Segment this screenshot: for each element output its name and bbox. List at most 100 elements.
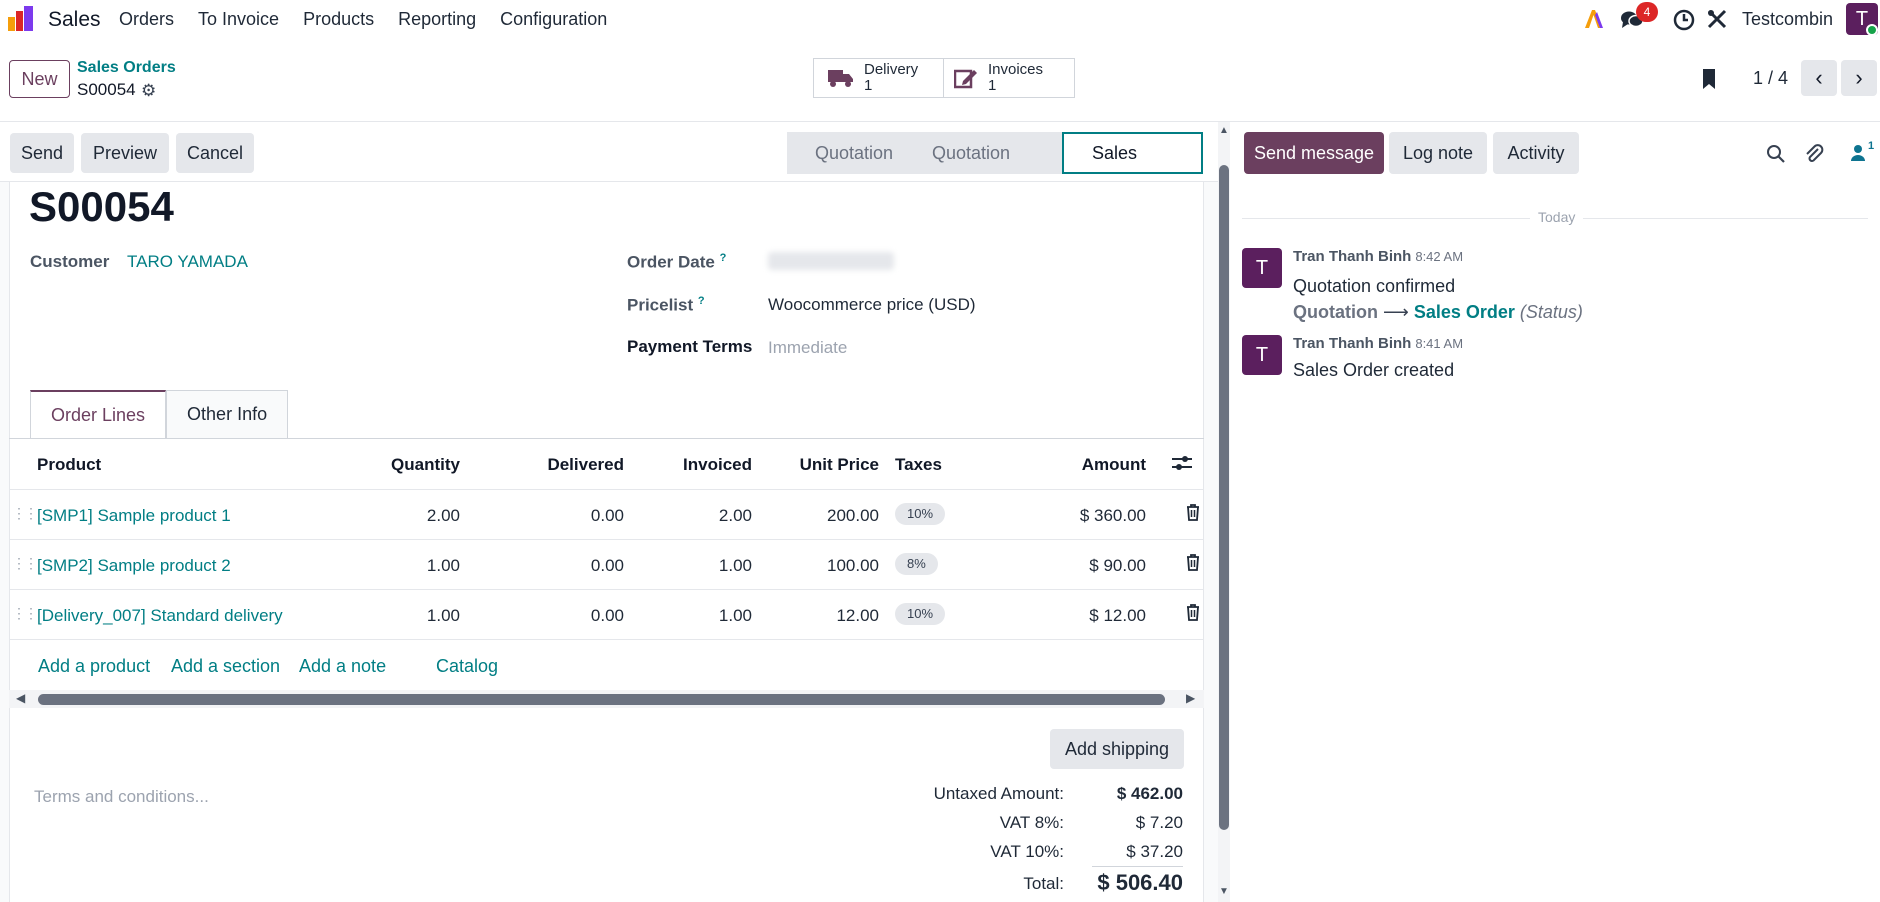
- sales-app-logo-icon[interactable]: [7, 5, 35, 33]
- app-name[interactable]: Sales: [48, 8, 101, 31]
- untaxed-amount-value: $ 462.00: [1116, 784, 1183, 803]
- tax-badge[interactable]: 10%: [895, 503, 946, 525]
- line-product[interactable]: [SMP2] Sample product 2: [37, 556, 231, 575]
- scroll-down-arrow-icon[interactable]: ▼: [1219, 886, 1229, 897]
- drag-handle-icon[interactable]: ⋮⋮: [12, 505, 38, 521]
- table-row[interactable]: ⋮⋮ [SMP1] Sample product 1 2.00 0.00 2.0…: [9, 490, 1204, 540]
- cancel-button[interactable]: Cancel: [176, 133, 254, 173]
- col-taxes[interactable]: Taxes: [895, 455, 942, 474]
- line-delivered[interactable]: 0.00: [590, 506, 624, 525]
- menu-products[interactable]: Products: [303, 9, 375, 29]
- breadcrumb-sales-orders[interactable]: Sales Orders: [77, 59, 176, 76]
- scroll-right-arrow-icon[interactable]: ▶: [1186, 691, 1196, 705]
- customer-label: Customer: [30, 252, 110, 271]
- vertical-scrollbar-thumb[interactable]: [1219, 165, 1229, 830]
- line-unit-price[interactable]: 200.00: [827, 506, 879, 525]
- notebook-tabs: Order Lines Other Info: [30, 390, 289, 438]
- log-note-button[interactable]: Log note: [1389, 132, 1487, 174]
- message-author[interactable]: Tran Thanh Binh 8:41 AM: [1293, 335, 1463, 352]
- col-unit-price[interactable]: Unit Price: [799, 455, 879, 474]
- table-row[interactable]: ⋮⋮ [SMP2] Sample product 2 1.00 0.00 1.0…: [9, 540, 1204, 590]
- scroll-left-arrow-icon[interactable]: ◀: [16, 691, 26, 705]
- new-button[interactable]: New: [9, 60, 70, 98]
- menu-reporting[interactable]: Reporting: [398, 9, 477, 29]
- pager-previous-button[interactable]: ‹: [1801, 60, 1837, 96]
- trash-icon[interactable]: [1186, 554, 1200, 571]
- message-avatar[interactable]: T: [1242, 335, 1282, 375]
- terms-conditions-field[interactable]: Terms and conditions...: [34, 787, 209, 806]
- invoices-smart-button[interactable]: Invoices 1: [943, 58, 1075, 98]
- drag-handle-icon[interactable]: ⋮⋮: [12, 555, 38, 571]
- line-product[interactable]: [SMP1] Sample product 1: [37, 506, 231, 525]
- line-delivered[interactable]: 0.00: [590, 556, 624, 575]
- message-author-name[interactable]: Tran Thanh Binh: [1293, 248, 1412, 265]
- order-lines-table: Product Quantity Delivered Invoiced Unit…: [9, 438, 1204, 640]
- preview-button[interactable]: Preview: [81, 133, 169, 173]
- line-quantity[interactable]: 1.00: [426, 606, 460, 625]
- add-product-link[interactable]: Add a product: [38, 656, 151, 676]
- line-delivered[interactable]: 0.00: [590, 606, 624, 625]
- status-quotation[interactable]: Quotation: [787, 132, 904, 174]
- line-quantity[interactable]: 2.00: [426, 506, 460, 525]
- col-product[interactable]: Product: [37, 455, 102, 474]
- trash-icon[interactable]: [1186, 504, 1200, 521]
- column-settings-icon[interactable]: [1172, 454, 1192, 472]
- menu-orders[interactable]: Orders: [119, 9, 175, 29]
- tools-icon[interactable]: [1707, 9, 1727, 29]
- status-quotation-sent[interactable]: Quotation Sent: [904, 132, 1062, 205]
- horizontal-scrollbar-thumb[interactable]: [38, 694, 1165, 705]
- order-title: S00054: [29, 183, 174, 230]
- send-message-button[interactable]: Send message: [1244, 132, 1384, 174]
- activity-button[interactable]: Activity: [1493, 132, 1579, 174]
- col-amount[interactable]: Amount: [1081, 455, 1146, 474]
- customer-field[interactable]: TARO YAMADA: [127, 252, 248, 271]
- tax-badge[interactable]: 10%: [895, 603, 946, 625]
- line-quantity[interactable]: 1.00: [426, 556, 460, 575]
- pricelist-field[interactable]: Woocommerce price (USD): [768, 295, 976, 314]
- line-unit-price[interactable]: 12.00: [836, 606, 879, 625]
- col-quantity[interactable]: Quantity: [391, 455, 460, 474]
- delivery-smart-button[interactable]: Delivery 1: [813, 58, 944, 98]
- pager-next-button[interactable]: ›: [1841, 60, 1877, 96]
- followers-icon[interactable]: [1850, 144, 1866, 162]
- add-note-link[interactable]: Add a note: [299, 656, 387, 676]
- add-shipping-button[interactable]: Add shipping: [1050, 729, 1184, 769]
- line-invoiced: 1.00: [718, 556, 752, 575]
- line-unit-price[interactable]: 100.00: [827, 556, 879, 575]
- drag-handle-icon[interactable]: ⋮⋮: [12, 605, 38, 621]
- paperclip-icon[interactable]: [1804, 143, 1824, 165]
- tax-badge[interactable]: 8%: [895, 553, 938, 575]
- tab-order-lines[interactable]: Order Lines: [30, 390, 167, 438]
- send-button[interactable]: Send: [10, 133, 74, 173]
- tab-other-info[interactable]: Other Info: [166, 390, 289, 438]
- invoices-label: Invoices: [988, 61, 1044, 78]
- top-navbar: Sales Orders To Invoice Products Reporti…: [0, 0, 1880, 40]
- company-switcher[interactable]: Testcombin: [1742, 9, 1834, 29]
- ai-icon[interactable]: [1583, 9, 1605, 29]
- add-section-link[interactable]: Add a section: [171, 656, 281, 676]
- catalog-link[interactable]: Catalog: [436, 656, 499, 676]
- scroll-up-arrow-icon[interactable]: ▲: [1219, 125, 1229, 136]
- table-row[interactable]: ⋮⋮ [Delivery_007] Standard delivery 1.00…: [9, 590, 1204, 640]
- help-icon[interactable]: ?: [697, 295, 705, 307]
- clock-icon[interactable]: [1673, 9, 1695, 31]
- search-icon[interactable]: [1766, 144, 1786, 164]
- message-avatar[interactable]: T: [1242, 248, 1282, 288]
- line-product[interactable]: [Delivery_007] Standard delivery: [37, 606, 283, 625]
- bookmark-icon[interactable]: [1700, 68, 1718, 90]
- pager-value[interactable]: 1 / 4: [1753, 68, 1789, 88]
- payment-terms-field[interactable]: Immediate: [768, 338, 848, 357]
- gear-icon[interactable]: ⚙: [141, 81, 157, 100]
- menu-to-invoice[interactable]: To Invoice: [198, 9, 280, 29]
- order-date-field[interactable]: [768, 252, 894, 270]
- message-author[interactable]: Tran Thanh Binh 8:42 AM: [1293, 248, 1463, 265]
- status-sales-order[interactable]: Sales Order: [1062, 132, 1203, 201]
- col-delivered[interactable]: Delivered: [547, 455, 624, 474]
- status-pipeline: Quotation Quotation Sent Sales Order: [787, 132, 1203, 205]
- col-invoiced[interactable]: Invoiced: [683, 455, 752, 474]
- help-icon[interactable]: ?: [719, 252, 727, 264]
- menu-configuration[interactable]: Configuration: [500, 9, 608, 29]
- trash-icon[interactable]: [1186, 604, 1200, 621]
- message-author-name[interactable]: Tran Thanh Binh: [1293, 335, 1412, 352]
- total-divider: [1092, 866, 1183, 867]
